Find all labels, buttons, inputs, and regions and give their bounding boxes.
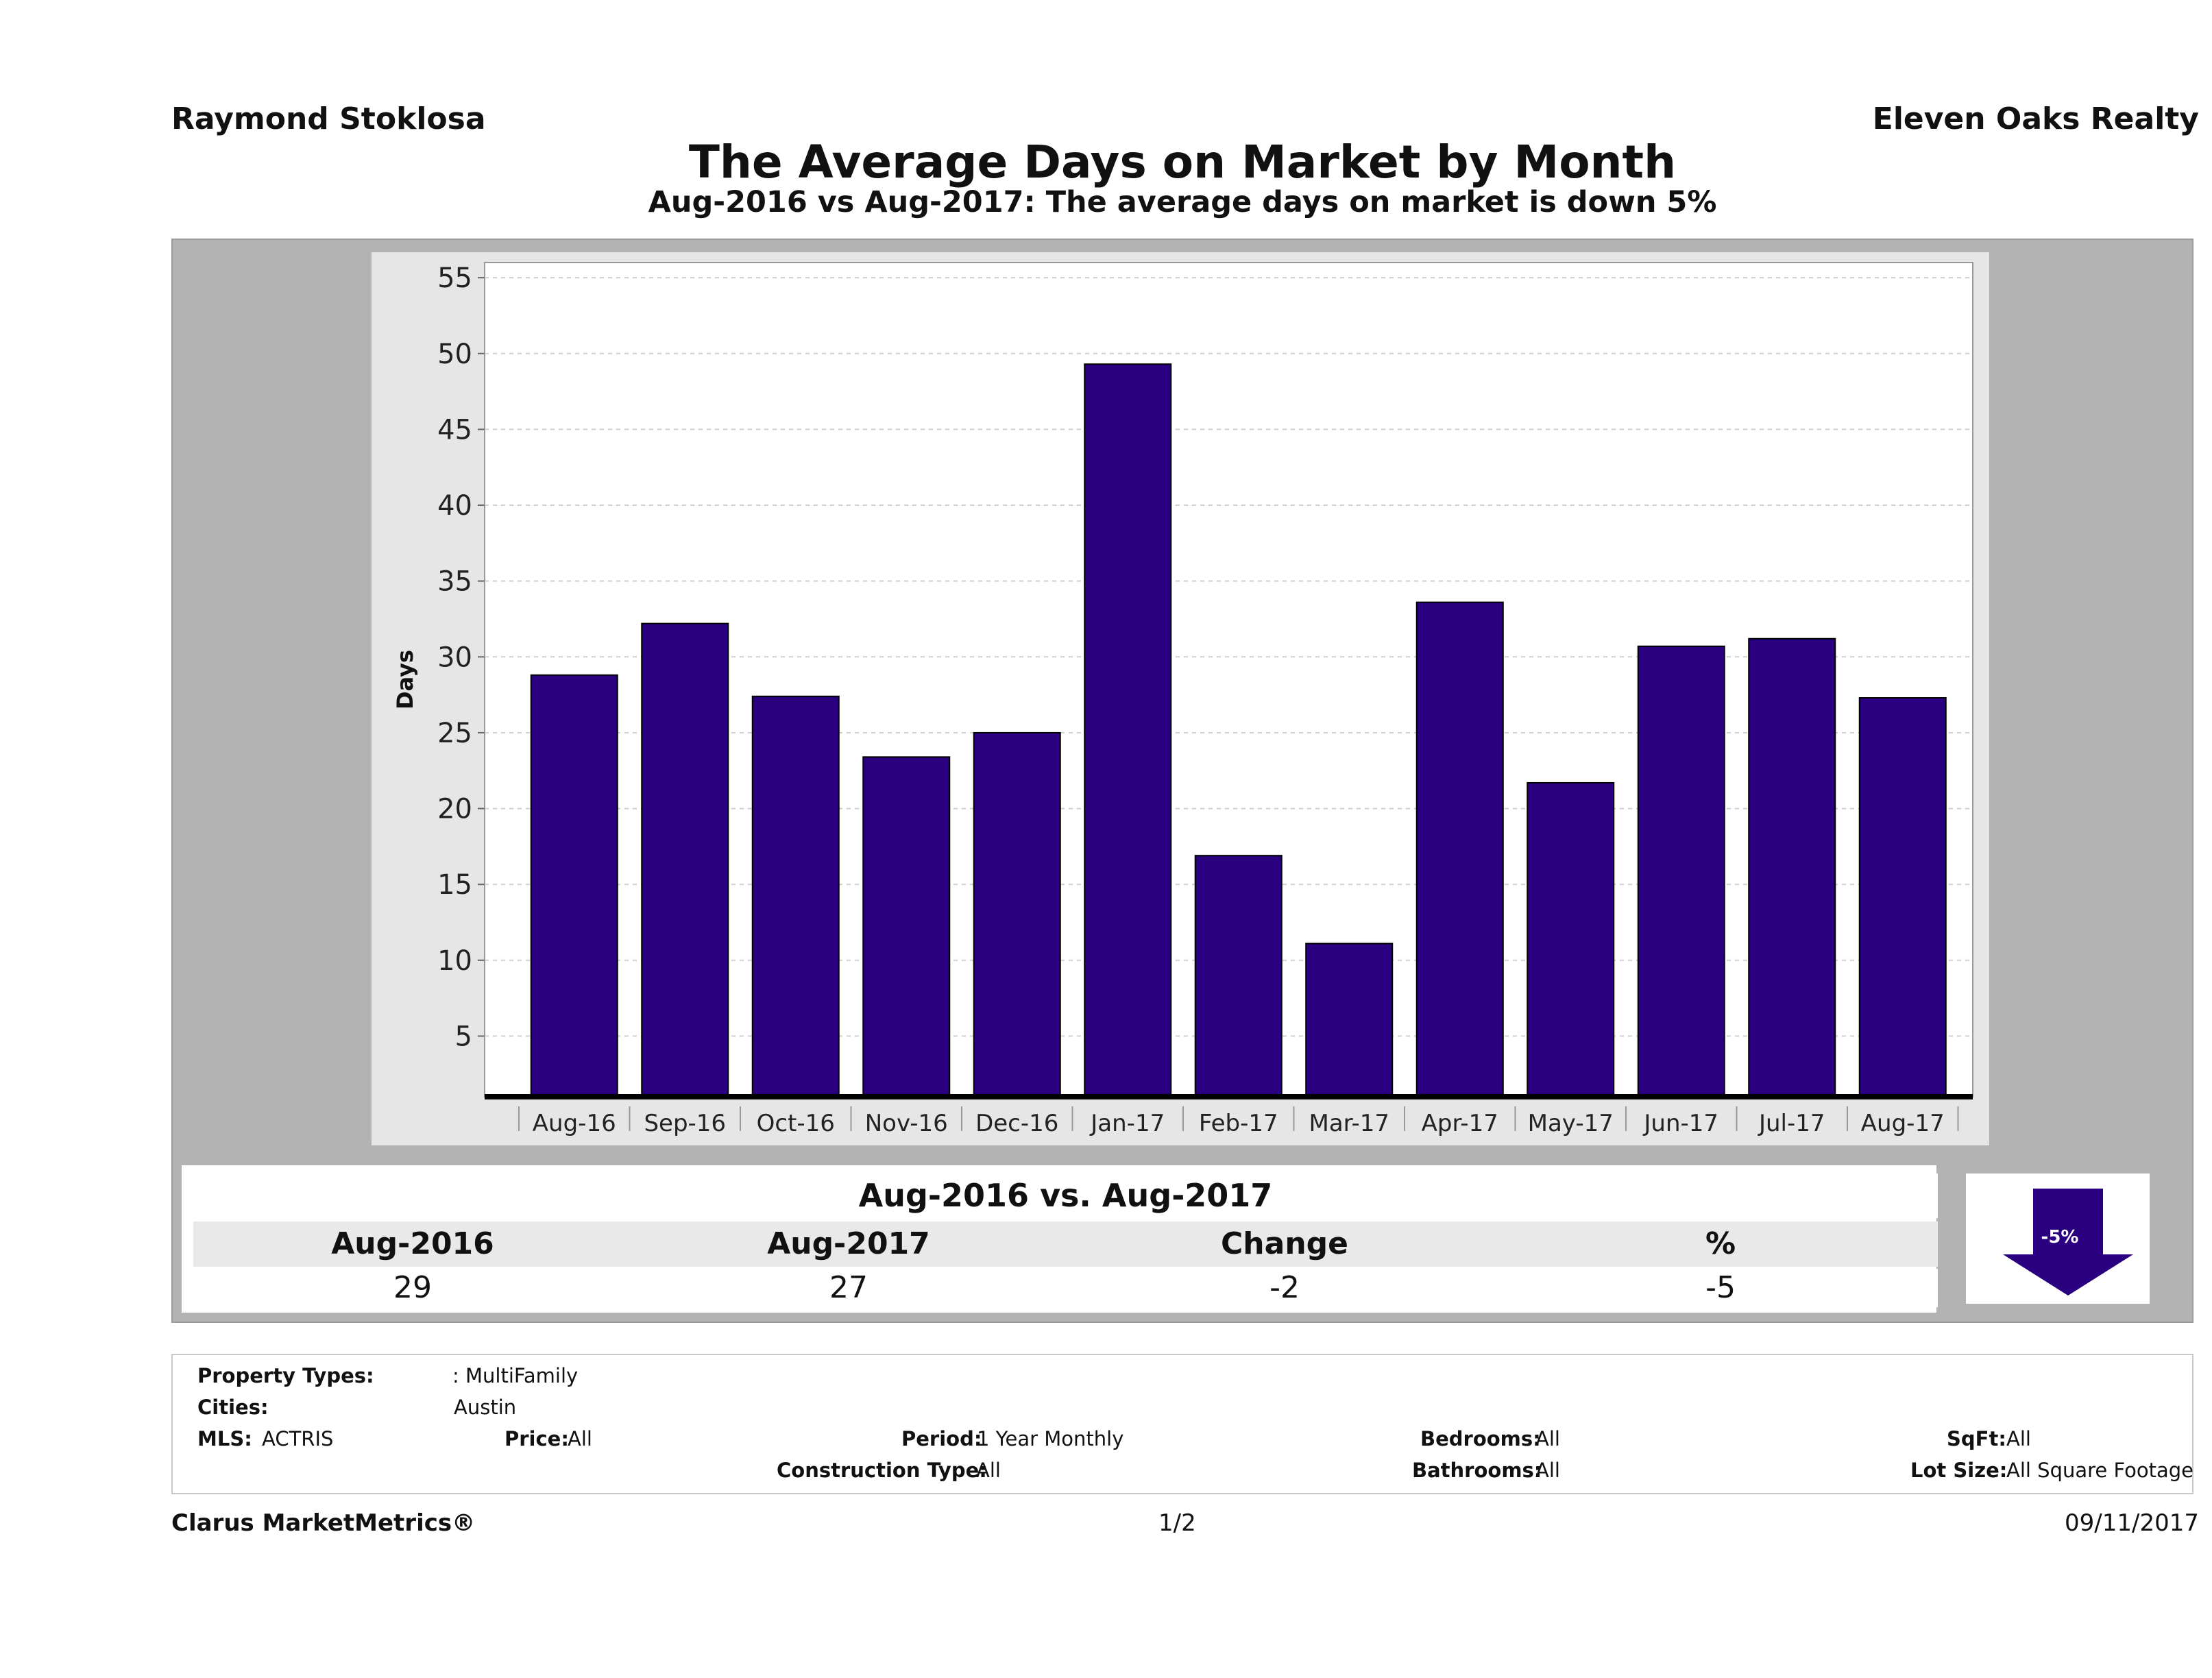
filter-construction-label: Construction Type: (777, 1459, 987, 1482)
y-tick-label: 15 (437, 869, 472, 901)
x-tick-label: Dec-16 (975, 1110, 1058, 1137)
y-tick-label: 50 (437, 339, 472, 370)
company-name: Eleven Oaks Realty (1872, 101, 2199, 136)
filter-price-label: Price: (505, 1427, 569, 1450)
comparison-value-row: 29 27 -2 -5 (193, 1269, 1938, 1307)
filter-period-label: Period: (901, 1427, 982, 1450)
x-tick-label: Feb-17 (1199, 1110, 1278, 1137)
x-tick-label: May-17 (1528, 1110, 1614, 1137)
y-tick-label: 55 (437, 263, 472, 294)
filter-sqft-label: SqFt: (1947, 1427, 2006, 1450)
trend-badge-label: -5% (2041, 1227, 2079, 1248)
x-tick-label: Jan-17 (1089, 1110, 1165, 1137)
header-percent: % (1705, 1226, 1736, 1261)
filter-price-value: All (568, 1427, 592, 1450)
bar (1084, 363, 1172, 1098)
footer-brand: Clarus MarketMetrics® (171, 1509, 476, 1537)
filter-property-types-label: Property Types: (197, 1364, 374, 1387)
bar (1415, 601, 1504, 1098)
y-tick-label: 20 (437, 794, 472, 825)
bar (751, 695, 840, 1097)
filter-bedrooms-label: Bedrooms: (1420, 1427, 1541, 1450)
filter-sqft-value: All (2006, 1427, 2031, 1450)
bar (1305, 943, 1394, 1097)
y-tick-label: 10 (437, 945, 472, 977)
filter-cities-value: Austin (454, 1396, 517, 1419)
header-change: Change (1221, 1226, 1348, 1261)
y-tick-label: 25 (437, 718, 472, 749)
filter-lot-size-label: Lot Size: (1910, 1459, 2008, 1482)
bar (1194, 855, 1283, 1098)
y-tick-label: 30 (437, 642, 472, 673)
x-tick-label: Oct-16 (757, 1110, 835, 1137)
bar (1527, 781, 1615, 1097)
x-tick-label: Nov-16 (865, 1110, 948, 1137)
value-aug-2017: 27 (829, 1270, 868, 1305)
filter-bathrooms-value: All (1535, 1459, 1560, 1482)
comparison-header-row: Aug-2016 Aug-2017 Change % (193, 1221, 1938, 1267)
bar (530, 674, 618, 1097)
y-tick-label: 5 (455, 1021, 472, 1052)
filter-mls-label: MLS: (197, 1427, 252, 1450)
x-tick-label: Sep-16 (644, 1110, 726, 1137)
x-tick-label: Jun-17 (1642, 1110, 1718, 1137)
filter-lot-size-value: All Square Footage (2006, 1459, 2194, 1482)
y-tick-label: 45 (437, 414, 472, 446)
header-aug-2017: Aug-2017 (767, 1226, 930, 1261)
trend-badge (1966, 1174, 2150, 1304)
filter-bathrooms-label: Bathrooms: (1412, 1459, 1542, 1482)
bar (862, 756, 951, 1098)
comparison-title: Aug-2016 vs. Aug-2017 (193, 1174, 1938, 1218)
x-tick-label: Aug-16 (533, 1110, 616, 1137)
bar (641, 622, 729, 1097)
filter-cities-label: Cities: (197, 1396, 269, 1419)
bar (1637, 645, 1725, 1097)
header-aug-2016: Aug-2016 (331, 1226, 494, 1261)
down-arrow-icon (2003, 1189, 2133, 1296)
y-axis-label: Days (392, 650, 418, 709)
value-percent: -5 (1705, 1270, 1736, 1305)
filter-construction-value: All (976, 1459, 1001, 1482)
footer-date: 09/11/2017 (2065, 1509, 2199, 1537)
filter-summary (171, 1354, 2193, 1494)
page-subtitle: Aug-2016 vs Aug-2017: The average days o… (648, 185, 1717, 219)
filter-period-value: 1 Year Monthly (977, 1427, 1124, 1450)
bar (1748, 637, 1836, 1097)
filter-property-types-value: : MultiFamily (452, 1364, 579, 1387)
footer-page-number: 1/2 (1158, 1509, 1196, 1537)
x-tick-label: Apr-17 (1422, 1110, 1498, 1137)
y-tick-label: 35 (437, 566, 472, 598)
bar (1858, 697, 1947, 1097)
value-change: -2 (1269, 1270, 1300, 1305)
value-aug-2016: 29 (393, 1270, 432, 1305)
y-tick-label: 40 (437, 490, 472, 522)
page-title: The Average Days on Market by Month (688, 136, 1677, 189)
filter-bedrooms-value: All (1535, 1427, 1560, 1450)
bar-chart: 5 10 15 20 25 30 35 40 45 50 55 Days Aug-16 Sep-16 Oct… (392, 262, 1973, 1137)
chart-area: 5 10 15 20 25 30 35 40 45 50 55 Days Aug-16 Sep-16 Oct… (372, 252, 1989, 1145)
bar (973, 731, 1061, 1097)
x-tick-label: Jul-17 (1758, 1110, 1825, 1137)
x-tick-label: Aug-17 (1861, 1110, 1945, 1137)
x-tick-label: Mar-17 (1309, 1110, 1389, 1137)
filter-mls-value: ACTRIS (262, 1427, 334, 1450)
agent-name: Raymond Stoklosa (171, 101, 486, 136)
